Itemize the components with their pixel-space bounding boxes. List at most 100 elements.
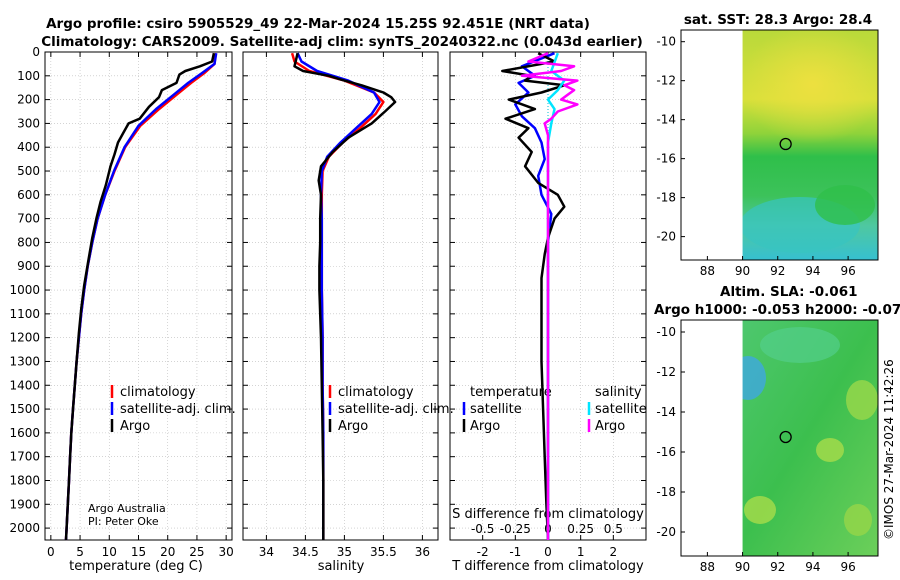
sla-field-high-north	[760, 327, 840, 363]
temperature-ytick-label: 0	[32, 45, 40, 59]
sla-map-ytick-label: -18	[656, 485, 676, 499]
salinity-series-argo	[293, 52, 397, 540]
sla-field-low-se	[844, 504, 872, 536]
temperature-ytick-label: 800	[17, 235, 40, 249]
salinity-panel: salinity climatology satellite-adj. clim…	[242, 51, 454, 574]
sla-map-xtick-label: 96	[840, 560, 855, 574]
temperature-series-climatology	[64, 53, 217, 541]
difference-xlabel: T difference from climatology	[451, 559, 644, 574]
sst-map-ytick-label: -12	[656, 74, 676, 88]
differences-xtick-label: 0	[544, 545, 552, 559]
temperature-xtick-label: 25	[189, 545, 204, 559]
legend-label-argo: Argo	[338, 419, 368, 434]
difference-x2tick-label: -0.5	[471, 522, 494, 536]
credit-pi: PI: Peter Oke	[88, 515, 159, 528]
temperature-ytick-label: 1100	[9, 307, 40, 321]
temperature-ytick-label: 300	[17, 116, 40, 130]
differences-xtick-label: 1	[577, 545, 585, 559]
differences-xtick-label: 2	[610, 545, 618, 559]
differences-xtick-label: -1	[509, 545, 521, 559]
sla-field-low-south	[744, 496, 776, 524]
legend-label-sal-argo: Argo	[595, 419, 625, 434]
legend-label-temp-argo: Argo	[470, 419, 500, 434]
difference-x2tick-label: 0.25	[567, 522, 594, 536]
legend-label-climatology: climatology	[338, 385, 414, 400]
sla-map-ytick-label: -16	[656, 445, 676, 459]
sla-map-title: Altim. SLA: -0.061	[720, 284, 857, 300]
temperature-ytick-label: 1600	[9, 426, 40, 440]
temperature-legend: climatology satellite-adj. clim. Argo	[110, 385, 236, 434]
temperature-ytick-label: 1900	[9, 497, 40, 511]
difference-x2tick-label: -0.25	[500, 522, 531, 536]
salinity-legend: climatology satellite-adj. clim. Argo	[328, 385, 454, 434]
temperature-xlabel: temperature (deg C)	[69, 559, 203, 574]
credit-org: Argo Australia	[88, 502, 166, 515]
sst-map-profile-marker	[779, 137, 792, 151]
temperature-ytick-label: 200	[17, 93, 40, 107]
legend-title-salinity: salinity	[595, 385, 642, 400]
salinity-xtick-label: 35	[337, 545, 352, 559]
difference-legend: temperature salinity satellite Argo sate…	[462, 385, 647, 434]
temperature-xtick-label: 30	[219, 545, 234, 559]
legend-label-satellite: satellite-adj. clim.	[338, 402, 454, 417]
temperature-xtick-label: 15	[131, 545, 146, 559]
temperature-ytick-label: 1400	[9, 378, 40, 392]
sla-map-nodata-area	[681, 320, 743, 556]
temperature-ytick-label: 500	[17, 164, 40, 178]
differences-xtick-label: -2	[477, 545, 489, 559]
sla-map-xtick-label: 94	[805, 560, 820, 574]
sla-map-ytick-label: -10	[656, 325, 676, 339]
sla-map-ytick-label: -14	[656, 405, 676, 419]
timestamp: ©IMOS 27-Mar-2024 11:42:26	[882, 359, 896, 540]
differences-series-temperature-argo	[501, 52, 566, 541]
sla-map-xtick-label: 90	[735, 560, 750, 574]
temperature-series-argo	[64, 52, 216, 541]
sla-map-panel: Altim. SLA: -0.061 Argo h1000: -0.053 h2…	[654, 284, 900, 574]
sst-map-ytick-label: -14	[656, 113, 676, 127]
salinity-xtick-label: 34	[259, 545, 274, 559]
sst-map-ytick-label: -18	[656, 191, 676, 205]
figure-title-line2: Climatology: CARS2009. Satellite-adj cli…	[41, 34, 643, 50]
temperature-xtick-label: 20	[160, 545, 175, 559]
salinity-series-climatology	[290, 52, 385, 540]
salinity-xtick-label: 34.5	[292, 545, 319, 559]
temperature-ytick-label: 1200	[9, 331, 40, 345]
differences-series-salinity-argo	[520, 52, 579, 540]
legend-label-temp-satellite: satellite	[470, 402, 522, 417]
temperature-ytick-label: 1300	[9, 354, 40, 368]
sst-map-nodata-area	[681, 30, 743, 260]
legend-label-climatology: climatology	[120, 385, 196, 400]
temperature-ytick-label: 700	[17, 212, 40, 226]
sla-map-subtitle: Argo h1000: -0.053 h2000: -0.075	[654, 302, 900, 318]
sla-map-xtick-label: 88	[700, 560, 715, 574]
sla-map-axes-frame	[680, 319, 879, 557]
sst-map-ytick-label: -16	[656, 152, 676, 166]
sst-map-xtick-label: 88	[700, 264, 715, 278]
temperature-grid	[45, 51, 232, 540]
sst-map-xtick-label: 96	[840, 264, 855, 278]
sst-map-axes-frame	[680, 29, 879, 261]
legend-label-argo: Argo	[120, 419, 150, 434]
salinity-xlabel: salinity	[318, 559, 365, 574]
temperature-xtick-label: 10	[102, 545, 117, 559]
sla-map-profile-marker	[779, 430, 792, 444]
temperature-ytick-label: 2000	[9, 521, 40, 535]
differences-series-salinity-satellite	[546, 52, 566, 540]
temperature-ytick-label: 400	[17, 140, 40, 154]
legend-label-satellite: satellite-adj. clim.	[120, 402, 236, 417]
salinity-grid	[243, 51, 438, 540]
legend-title-temperature: temperature	[470, 385, 552, 400]
temperature-ytick-label: 1800	[9, 473, 40, 487]
temperature-ytick-label: 600	[17, 188, 40, 202]
sst-field-cool-patch-2	[815, 185, 875, 225]
sst-map-field	[733, 30, 878, 260]
legend-label-sal-satellite: satellite	[595, 402, 647, 417]
sst-map-xtick-label: 92	[770, 264, 785, 278]
sla-map-ytick-label: -12	[656, 365, 676, 379]
salinity-axes-frame	[242, 51, 439, 541]
temperature-ytick-label: 100	[17, 69, 40, 83]
temperature-ytick-label: 1000	[9, 283, 40, 297]
sst-map-panel: sat. SST: 28.3 Argo: 28.4 88 90 92 94 96 -10 -…	[656, 12, 879, 278]
temperature-ytick-label: 1700	[9, 450, 40, 464]
